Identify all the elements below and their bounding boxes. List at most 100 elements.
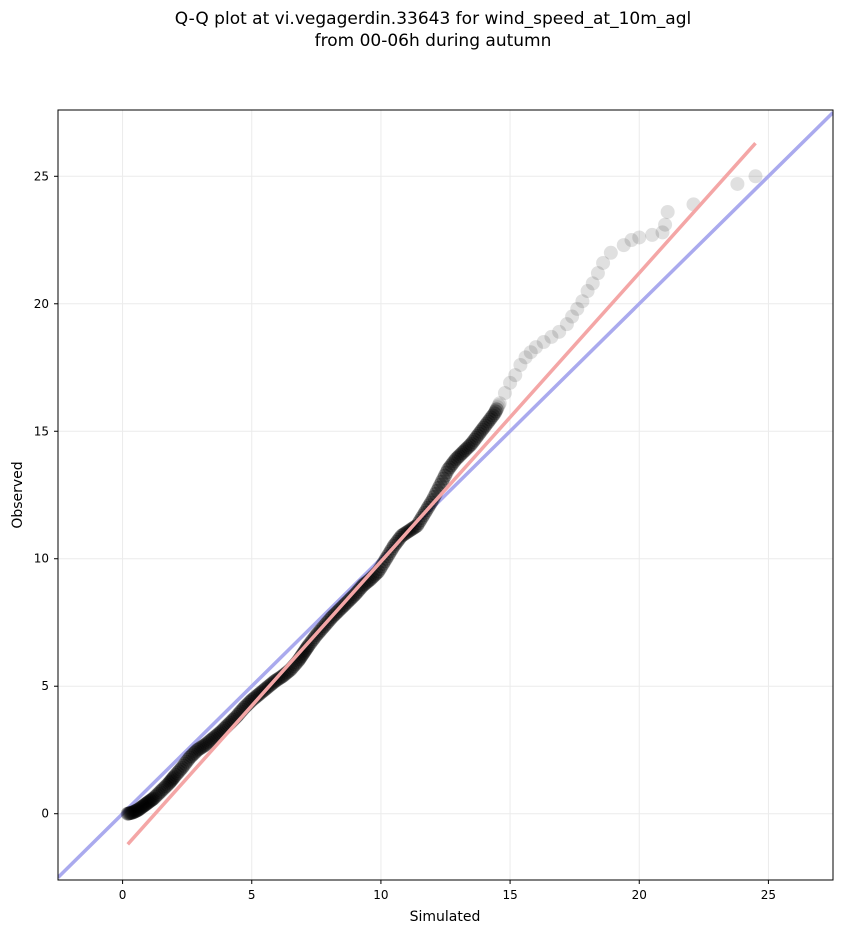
quantile-point	[198, 737, 213, 752]
quantile-point	[195, 739, 210, 754]
quantile-point	[166, 771, 181, 786]
quantile-point	[182, 750, 197, 765]
quantile-point	[473, 424, 488, 439]
quantile-point	[523, 345, 538, 360]
quantile-point	[131, 802, 146, 817]
quantile-point	[408, 519, 423, 534]
quantile-point	[437, 468, 452, 483]
quantile-point	[136, 799, 151, 814]
quantile-point	[155, 782, 170, 797]
quantile-point	[453, 447, 468, 462]
quantile-point	[464, 437, 479, 452]
quantile-point	[190, 742, 205, 757]
quantile-point	[458, 443, 473, 458]
quantile-point	[585, 276, 600, 291]
quantile-point	[518, 350, 533, 365]
quantile-point	[484, 410, 499, 425]
quantile-point	[632, 230, 647, 245]
quantile-point	[170, 766, 185, 781]
quantile-point	[470, 428, 485, 443]
quantile-point	[660, 204, 675, 219]
quantile-point	[552, 324, 567, 339]
quantile-point	[141, 795, 156, 810]
quantile-point	[730, 176, 745, 191]
quantile-point	[410, 518, 425, 533]
quantile-point	[298, 643, 313, 658]
quantile-point	[528, 340, 543, 355]
quantile-point	[565, 309, 580, 324]
quantile-point	[207, 730, 222, 745]
quantile-point	[377, 554, 392, 569]
quantile-point	[570, 301, 585, 316]
quantile-point	[472, 426, 487, 441]
quantile-point	[142, 794, 157, 809]
quantile-point	[272, 671, 287, 686]
quantile-point	[123, 805, 138, 820]
quantile-point	[158, 779, 173, 794]
title-line-1: Q-Q plot at vi.vegagerdin.33643 for wind…	[174, 9, 692, 29]
quantile-point	[346, 588, 361, 603]
quantile-point	[249, 689, 264, 704]
quantile-point	[187, 746, 202, 761]
y-tick-label: 10	[34, 552, 49, 566]
quantile-point	[138, 797, 153, 812]
quantile-point	[487, 406, 502, 421]
quantile-point	[447, 454, 462, 469]
quantile-point	[479, 416, 494, 431]
quantile-point	[157, 780, 172, 795]
x-axis-label: Simulated	[410, 909, 481, 925]
quantile-point	[491, 398, 506, 413]
quantile-point	[175, 760, 189, 775]
quantile-point	[489, 402, 504, 417]
quantile-point	[497, 386, 512, 401]
quantile-point	[149, 788, 164, 803]
series-layer	[58, 111, 833, 879]
quantile-point	[130, 803, 145, 818]
quantile-point	[297, 644, 312, 659]
quantile-point	[343, 592, 358, 607]
quantile-point	[301, 638, 316, 653]
quantile-point	[165, 772, 180, 787]
quantile-point	[201, 735, 216, 750]
quantile-point	[162, 776, 177, 791]
y-tick-label: 20	[34, 297, 49, 311]
quantile-point	[247, 690, 262, 705]
y-tick-label: 25	[34, 169, 49, 183]
quantile-point	[274, 670, 289, 685]
quantile-point	[134, 800, 149, 815]
quantile-point	[481, 414, 496, 429]
quantile-point	[148, 789, 163, 804]
quantile-point	[476, 420, 491, 435]
quantile-point	[167, 769, 182, 784]
quantile-point	[171, 764, 186, 779]
quantile-point	[181, 752, 196, 767]
quantile-point	[178, 756, 193, 771]
quantile-point	[455, 446, 470, 461]
y-axis-label: Observed	[10, 461, 26, 528]
x-tick-label: 20	[632, 888, 647, 902]
quantile-point	[461, 440, 476, 455]
y-tick-label: 0	[41, 807, 49, 821]
quantile-point	[655, 225, 670, 240]
x-tick-label: 25	[761, 888, 776, 902]
quantile-point	[478, 418, 493, 433]
quantile-point	[144, 792, 159, 807]
quantile-point	[140, 796, 155, 810]
chart-title: Q-Q plot at vi.vegagerdin.33643 for wind…	[0, 8, 843, 52]
quantile-point	[193, 740, 208, 755]
quantile-point	[352, 582, 367, 597]
quantile-point	[486, 408, 501, 423]
quantile-point	[124, 805, 139, 820]
quantile-point	[344, 590, 359, 605]
quantile-point	[126, 804, 141, 819]
title-line-2: from 00-06h during autumn	[314, 31, 552, 51]
quantile-point	[202, 734, 217, 749]
quantile-point	[513, 357, 528, 372]
quantile-point	[348, 587, 363, 602]
quantile-point	[488, 404, 503, 419]
quantile-point	[152, 785, 167, 800]
quantile-point	[188, 744, 203, 759]
quantile-point	[645, 227, 660, 242]
quantile-point	[436, 471, 451, 486]
